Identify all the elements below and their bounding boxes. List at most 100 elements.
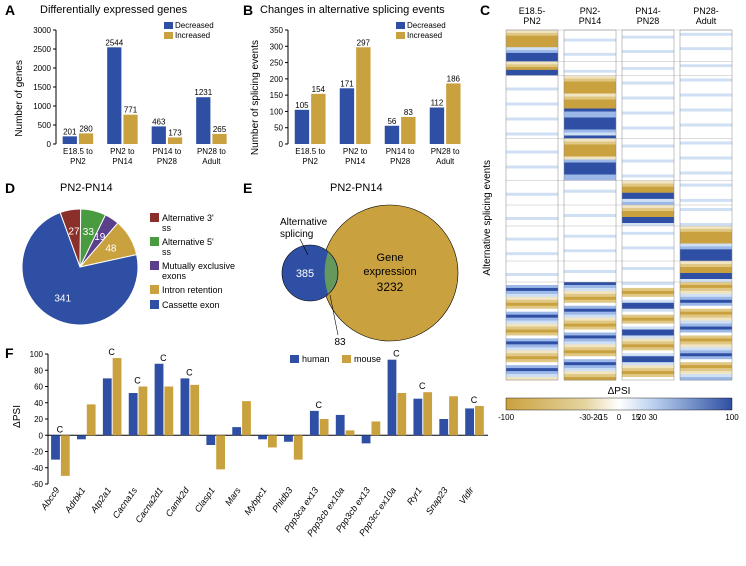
svg-text:Vldlr: Vldlr	[457, 485, 476, 506]
svg-text:2000: 2000	[33, 64, 51, 73]
svg-text:Clasp1: Clasp1	[193, 485, 217, 514]
svg-text:463: 463	[152, 117, 166, 126]
svg-text:PN14 to: PN14 to	[152, 147, 181, 156]
svg-text:297: 297	[357, 38, 371, 47]
svg-text:80: 80	[34, 366, 43, 375]
svg-text:expression: expression	[363, 266, 416, 278]
svg-text:Increased: Increased	[407, 31, 442, 40]
svg-text:C: C	[108, 348, 115, 357]
svg-text:C: C	[134, 376, 141, 386]
svg-text:173: 173	[168, 128, 182, 137]
panel-c-label: C	[480, 2, 490, 18]
svg-text:Mutually exclusive: Mutually exclusive	[162, 261, 235, 271]
svg-text:PN28: PN28	[637, 16, 660, 26]
svg-text:Alternative 3': Alternative 3'	[162, 213, 214, 223]
svg-text:105: 105	[295, 101, 309, 110]
svg-text:Alternative: Alternative	[280, 217, 328, 228]
svg-text:Decreased: Decreased	[175, 21, 214, 30]
svg-text:-30: -30	[579, 413, 591, 422]
svg-text:Snap23: Snap23	[424, 485, 450, 516]
svg-text:Phldb3: Phldb3	[270, 485, 294, 514]
svg-text:112: 112	[431, 99, 444, 108]
svg-text:Alternative 5': Alternative 5'	[162, 237, 214, 247]
svg-text:PN2: PN2	[302, 157, 318, 166]
panel-e-venn: Alternativesplicing385Geneexpression3232…	[250, 195, 480, 345]
svg-text:100: 100	[725, 413, 739, 422]
panel-c-heatmap: E18.5-PN2 PN2-PN14 PN14-PN28 PN28-Adult ΔPSI…	[498, 4, 744, 434]
svg-text:Ryr1: Ryr1	[405, 485, 424, 506]
svg-text:PN2 to: PN2 to	[343, 147, 368, 156]
svg-text:1500: 1500	[33, 83, 51, 92]
svg-text:33: 33	[83, 227, 95, 238]
svg-text:Mars: Mars	[223, 485, 243, 508]
svg-text:PN14 to: PN14 to	[386, 147, 415, 156]
svg-text:27: 27	[68, 227, 80, 238]
svg-text:C: C	[160, 353, 167, 363]
svg-text:PN28-: PN28-	[693, 6, 719, 16]
svg-text:100: 100	[270, 107, 284, 116]
svg-text:83: 83	[404, 108, 413, 117]
svg-text:1231: 1231	[194, 88, 212, 97]
svg-text:PN28 to: PN28 to	[431, 147, 460, 156]
svg-text:-40: -40	[31, 464, 43, 473]
svg-text:PN14-: PN14-	[635, 6, 661, 16]
svg-text:PN2: PN2	[523, 16, 541, 26]
panel-b-chart: 050100150200250300350105154E18.5 toPN217…	[264, 18, 472, 178]
svg-text:C: C	[315, 400, 322, 410]
svg-text:ΔPSI: ΔPSI	[608, 386, 631, 397]
svg-text:280: 280	[79, 124, 93, 133]
svg-text:human: human	[302, 354, 330, 364]
svg-text:Increased: Increased	[175, 31, 210, 40]
panel-a-label: A	[5, 2, 15, 18]
svg-text:splicing: splicing	[280, 229, 313, 240]
svg-text:E18.5 to: E18.5 to	[63, 147, 93, 156]
svg-text:ss: ss	[162, 223, 172, 233]
svg-text:0: 0	[39, 431, 44, 440]
svg-text:-15: -15	[596, 413, 608, 422]
svg-text:2500: 2500	[33, 45, 51, 54]
svg-text:PN14: PN14	[579, 16, 602, 26]
svg-text:56: 56	[387, 117, 396, 126]
svg-text:385: 385	[296, 268, 314, 280]
svg-text:Intron retention: Intron retention	[162, 285, 223, 295]
svg-text:Abcc9: Abcc9	[38, 485, 61, 512]
svg-text:PN28: PN28	[157, 157, 178, 166]
panel-d-pie: 27331948341Alternative 3'ssAlternative 5…	[10, 195, 250, 345]
svg-text:C: C	[419, 381, 426, 391]
panel-c-ylabel: Alternative splicing events	[482, 160, 493, 276]
svg-text:Camk2d: Camk2d	[164, 485, 192, 519]
svg-text:300: 300	[270, 42, 284, 51]
svg-text:PN14: PN14	[112, 157, 133, 166]
svg-text:E18.5-: E18.5-	[519, 6, 546, 16]
panel-a-title: Differentially expressed genes	[40, 4, 187, 16]
svg-text:0: 0	[47, 140, 52, 149]
svg-text:C: C	[471, 395, 478, 405]
svg-text:265: 265	[213, 125, 227, 134]
svg-text:Adult: Adult	[696, 16, 717, 26]
svg-text:PN2-: PN2-	[580, 6, 601, 16]
svg-text:-20: -20	[31, 448, 43, 457]
svg-text:200: 200	[270, 75, 284, 84]
svg-text:C: C	[393, 349, 400, 359]
svg-text:30: 30	[648, 413, 657, 422]
svg-text:Adult: Adult	[436, 157, 455, 166]
svg-text:2544: 2544	[105, 38, 123, 47]
svg-text:Atp2a1: Atp2a1	[88, 485, 113, 515]
svg-text:mouse: mouse	[354, 354, 381, 364]
svg-text:Decreased: Decreased	[407, 21, 446, 30]
svg-text:Adrbk1: Adrbk1	[62, 485, 87, 515]
svg-text:341: 341	[54, 294, 71, 305]
svg-text:500: 500	[38, 121, 52, 130]
svg-text:ss: ss	[162, 247, 172, 257]
svg-text:3000: 3000	[33, 26, 51, 35]
svg-text:Gene: Gene	[377, 252, 404, 264]
panel-e-title: PN2-PN14	[330, 182, 383, 194]
svg-text:171: 171	[340, 79, 354, 88]
svg-text:PN2: PN2	[70, 157, 86, 166]
svg-text:154: 154	[312, 85, 326, 94]
svg-text:771: 771	[124, 106, 138, 115]
svg-text:Mybpc1: Mybpc1	[242, 485, 268, 517]
svg-text:100: 100	[30, 350, 44, 359]
panel-b-label: B	[243, 2, 253, 18]
svg-text:Cassette exon: Cassette exon	[162, 300, 220, 310]
